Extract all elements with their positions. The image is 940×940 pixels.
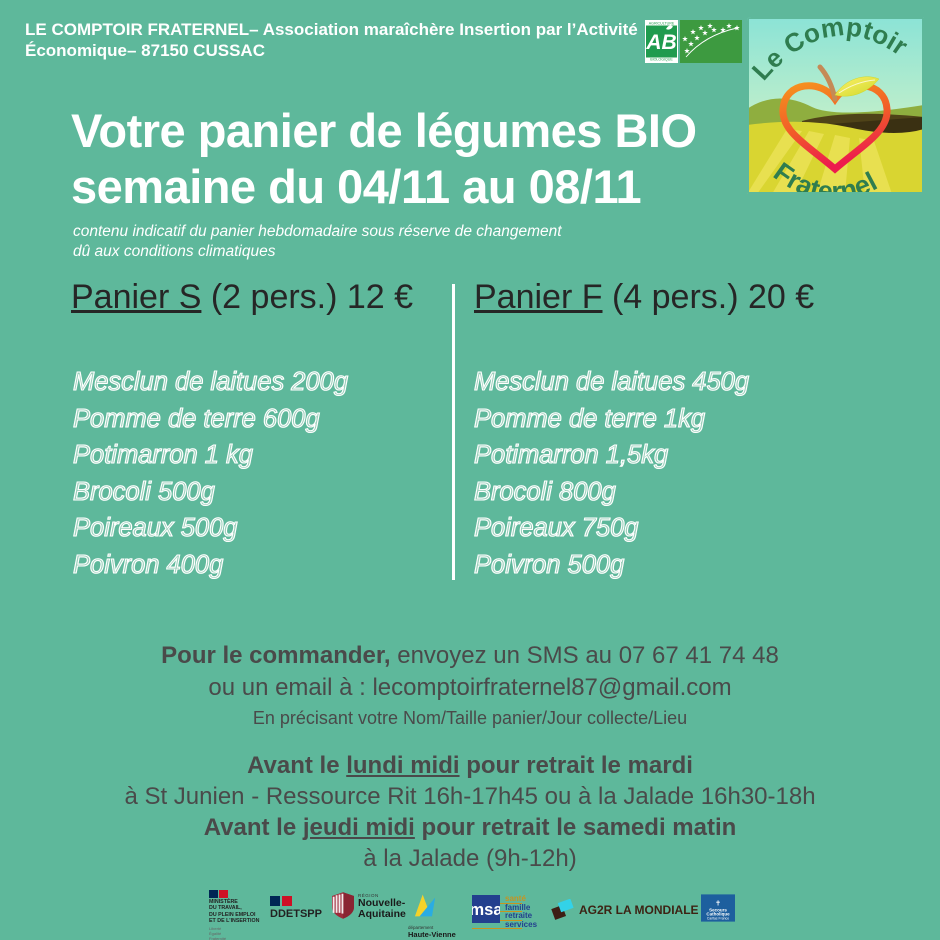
svg-text:msa: msa	[472, 900, 500, 919]
svg-text:AB: AB	[645, 31, 676, 54]
svg-text:BIOLOGIQUE: BIOLOGIQUE	[650, 58, 673, 62]
svg-text:Caritas France: Caritas France	[707, 916, 729, 920]
svg-text:✝: ✝	[715, 899, 721, 907]
svg-text:AGRICULTURE: AGRICULTURE	[649, 22, 675, 26]
